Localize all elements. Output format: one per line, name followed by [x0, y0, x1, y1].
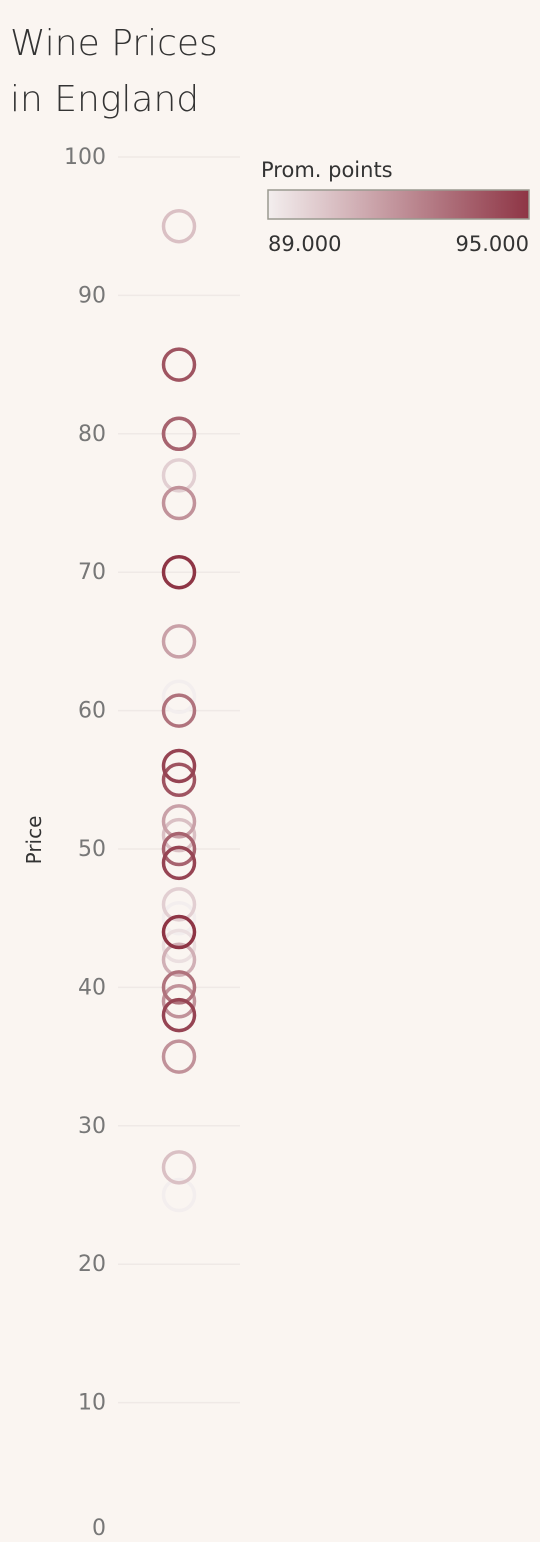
data-point[interactable]: [161, 942, 197, 977]
color-legend: Prom. points 89.000 95.000: [261, 158, 530, 256]
data-point[interactable]: [161, 748, 197, 784]
chart-title: Wine Prices in England: [10, 23, 218, 120]
y-tick-label-0: 0: [92, 1516, 106, 1541]
data-point[interactable]: [161, 983, 197, 1019]
data-point[interactable]: [161, 347, 197, 382]
data-point[interactable]: [161, 900, 197, 936]
y-tick-label-30: 30: [78, 1114, 106, 1139]
data-point[interactable]: [161, 208, 197, 244]
data-point[interactable]: [161, 458, 197, 493]
y-tick-label-40: 40: [78, 975, 106, 1000]
data-point[interactable]: [161, 762, 197, 798]
data-points: [161, 208, 197, 1213]
y-tick-label-60: 60: [78, 699, 106, 724]
legend-title: Prom. points: [261, 158, 393, 182]
data-point[interactable]: [161, 997, 197, 1033]
data-point[interactable]: [161, 554, 197, 590]
data-point[interactable]: [161, 485, 197, 521]
y-tick-label-100: 100: [64, 145, 106, 170]
y-tick-label-80: 80: [78, 422, 106, 447]
legend-min-label: 89.000: [268, 232, 341, 256]
chart-title-line-1: Wine Prices: [10, 23, 218, 64]
y-tick-label-50: 50: [78, 837, 106, 862]
data-point[interactable]: [161, 887, 197, 922]
data-point[interactable]: [161, 624, 197, 659]
y-tick-label-10: 10: [78, 1391, 106, 1416]
y-axis-label: Price: [22, 816, 46, 865]
data-point[interactable]: [161, 693, 197, 728]
chart-title-line-2: in England: [10, 79, 199, 120]
data-point[interactable]: [161, 416, 197, 452]
data-point[interactable]: [161, 1150, 197, 1185]
data-point[interactable]: [161, 817, 197, 853]
legend-color-ramp: [267, 189, 530, 220]
y-axis-ticks: 0 10 20 30 40 50 60 70 80 90 100: [64, 145, 106, 1541]
data-point[interactable]: [161, 1177, 197, 1213]
data-point[interactable]: [161, 928, 197, 964]
data-point[interactable]: [161, 831, 197, 867]
data-point[interactable]: [161, 1039, 197, 1074]
legend-max-label: 95.000: [456, 232, 529, 256]
data-point[interactable]: [161, 804, 197, 839]
data-point[interactable]: [161, 914, 197, 950]
y-tick-label-70: 70: [78, 560, 106, 585]
y-tick-label-90: 90: [78, 283, 106, 308]
data-point[interactable]: [161, 970, 197, 1005]
data-point[interactable]: [161, 845, 197, 881]
y-tick-label-20: 20: [78, 1252, 106, 1277]
data-point[interactable]: [161, 679, 197, 715]
